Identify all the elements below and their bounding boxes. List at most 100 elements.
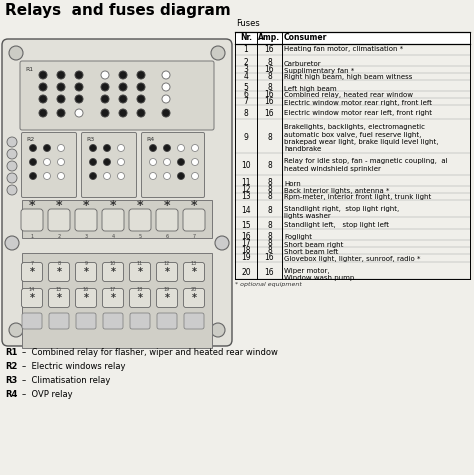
Circle shape [162,83,170,91]
Text: *: * [56,200,62,212]
Text: 8: 8 [244,110,248,118]
FancyBboxPatch shape [48,288,70,307]
Bar [235,32,470,44]
FancyBboxPatch shape [103,313,123,329]
Circle shape [119,95,127,103]
Circle shape [211,323,225,337]
Text: 8: 8 [267,83,272,92]
Circle shape [44,172,51,180]
Text: 6: 6 [244,90,248,99]
Circle shape [29,159,36,165]
Text: Electric window motor rear right, front left: Electric window motor rear right, front … [284,99,432,105]
Circle shape [137,71,145,79]
Text: Standlight left,   stop light left: Standlight left, stop light left [284,222,389,228]
Circle shape [57,144,64,152]
Text: 20: 20 [191,287,197,292]
Text: 5: 5 [138,234,142,239]
Text: 13: 13 [191,261,197,266]
Circle shape [29,172,36,180]
Circle shape [164,144,171,152]
Text: 19: 19 [241,254,251,263]
Circle shape [75,83,83,91]
Text: *: * [110,293,116,303]
Text: Consumer: Consumer [284,33,328,42]
Text: 14: 14 [241,206,251,215]
FancyBboxPatch shape [102,288,124,307]
FancyBboxPatch shape [75,263,97,282]
FancyBboxPatch shape [184,313,204,329]
Circle shape [39,83,47,91]
Circle shape [57,159,64,165]
FancyBboxPatch shape [76,313,96,329]
Text: Brakelights, backlights, electromagnetic
automatic box valve, fuel reserve light: Brakelights, backlights, electromagnetic… [284,124,438,152]
FancyBboxPatch shape [183,263,204,282]
Text: 16: 16 [264,45,274,54]
Text: Supplimentary fan *: Supplimentary fan * [284,67,354,74]
Text: 8: 8 [267,246,272,255]
Text: Relay for idle stop, fan - magnetic coupling,  al
heated windshield sprinkler: Relay for idle stop, fan - magnetic coup… [284,159,447,172]
Text: *: * [164,293,170,303]
Circle shape [149,172,156,180]
Text: 16: 16 [241,232,251,241]
Circle shape [7,185,17,195]
Text: *: * [83,293,89,303]
Text: 12: 12 [241,185,251,194]
Text: *: * [137,200,143,212]
Text: 16: 16 [264,110,274,118]
Text: 3: 3 [244,65,248,74]
Circle shape [44,159,51,165]
Text: *: * [83,267,89,277]
Text: –  OVP relay: – OVP relay [22,390,73,399]
Circle shape [137,95,145,103]
Text: Nr.: Nr. [240,33,252,42]
Text: *: * [29,267,35,277]
Text: Relays  and fuses diagram: Relays and fuses diagram [5,3,231,18]
Text: 10: 10 [110,261,116,266]
Circle shape [57,109,65,117]
Text: 8: 8 [267,185,272,194]
Text: 1: 1 [30,234,34,239]
Text: 7: 7 [30,261,34,266]
Text: 15: 15 [56,287,62,292]
FancyBboxPatch shape [130,313,150,329]
FancyBboxPatch shape [142,133,204,198]
Text: 8: 8 [267,220,272,229]
Circle shape [57,71,65,79]
Circle shape [101,109,109,117]
Circle shape [39,95,47,103]
Text: *: * [110,200,116,212]
Text: R3: R3 [5,376,17,385]
Circle shape [103,144,110,152]
FancyBboxPatch shape [82,133,137,198]
FancyBboxPatch shape [129,288,151,307]
FancyBboxPatch shape [156,288,177,307]
Bar [22,200,212,238]
FancyBboxPatch shape [21,263,43,282]
Circle shape [118,172,125,180]
Text: 18: 18 [137,287,143,292]
FancyBboxPatch shape [102,263,124,282]
Text: 2: 2 [244,58,248,67]
Circle shape [90,144,97,152]
FancyBboxPatch shape [21,209,43,231]
Circle shape [44,144,51,152]
Circle shape [57,172,64,180]
Circle shape [90,159,97,165]
Circle shape [177,144,184,152]
Text: Electric window motor rear left, front right: Electric window motor rear left, front r… [284,111,432,116]
Text: *: * [191,293,197,303]
Circle shape [101,95,109,103]
FancyBboxPatch shape [129,209,151,231]
Circle shape [39,109,47,117]
Text: 8: 8 [267,162,272,171]
Text: 4: 4 [244,72,248,81]
FancyBboxPatch shape [156,209,178,231]
FancyBboxPatch shape [102,209,124,231]
Text: *: * [110,267,116,277]
Circle shape [7,161,17,171]
FancyBboxPatch shape [157,313,177,329]
FancyBboxPatch shape [183,288,204,307]
Circle shape [57,83,65,91]
Text: –  Climatisation relay: – Climatisation relay [22,376,110,385]
Text: 8: 8 [267,133,272,142]
